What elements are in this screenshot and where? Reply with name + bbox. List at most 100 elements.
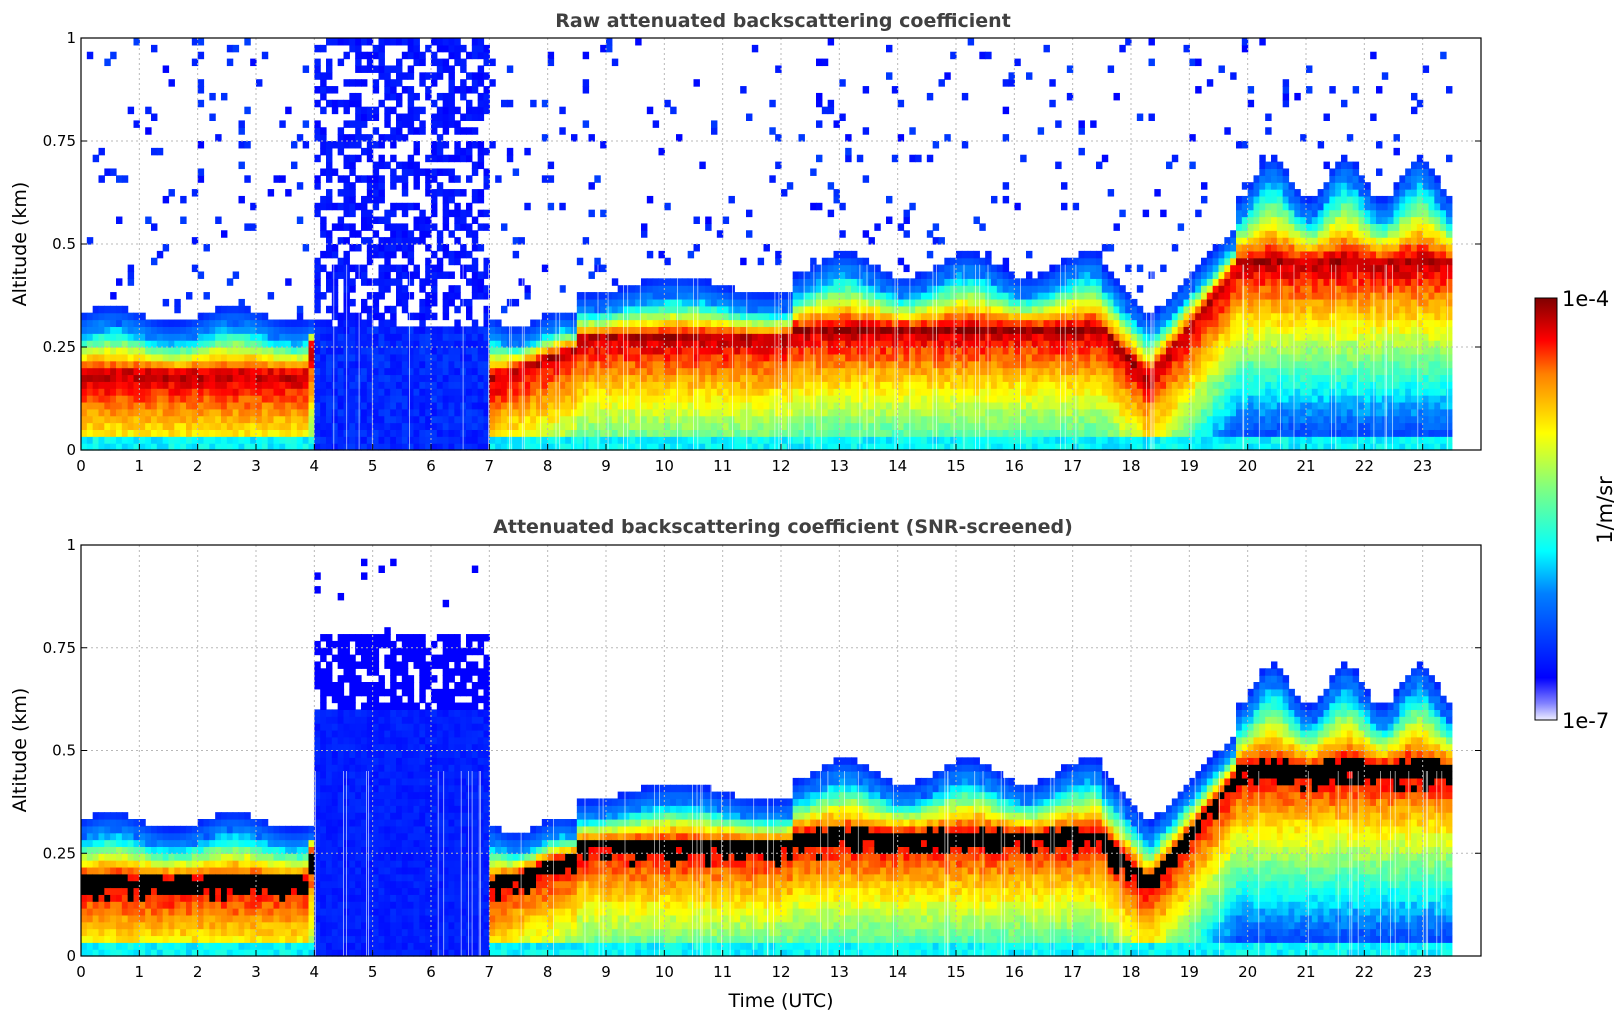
heatmap-cell (868, 292, 875, 300)
heatmap-cell (448, 381, 455, 389)
heatmap-cell (495, 374, 502, 382)
heatmap-cell (483, 106, 490, 115)
heatmap-cell (413, 106, 420, 115)
heatmap-cell (973, 388, 980, 396)
heatmap-cell (769, 175, 776, 183)
heatmap-cell (156, 374, 164, 382)
heatmap-cell (1008, 367, 1015, 376)
heatmap-cell (454, 360, 461, 369)
heatmap-cell (1078, 147, 1085, 156)
heatmap-cell (909, 333, 916, 341)
heatmap-cell (174, 340, 181, 348)
heatmap-cell (436, 333, 444, 341)
heatmap-cell (483, 305, 490, 314)
heatmap-cell (221, 347, 228, 355)
heatmap-cell (1026, 347, 1033, 355)
heatmap-cell (681, 319, 689, 327)
heatmap-cell (296, 182, 304, 190)
heatmap-cell (349, 326, 356, 334)
heatmap-cell (203, 244, 210, 252)
heatmap-cell (98, 175, 105, 183)
heatmap-cell (792, 298, 800, 307)
heatmap-cell (483, 347, 490, 355)
heatmap-cell (874, 319, 881, 327)
heatmap-cell (944, 353, 951, 362)
heatmap-cell (582, 367, 590, 376)
heatmap-cell (687, 381, 695, 389)
heatmap-cell (979, 443, 986, 451)
heatmap-cell (191, 367, 199, 376)
heatmap-cell (524, 326, 531, 334)
heatmap-cell (104, 374, 111, 382)
heatmap-cell (320, 223, 327, 231)
heatmap-cell (483, 401, 490, 410)
heatmap-cell (886, 381, 893, 389)
heatmap-cell (711, 422, 718, 430)
heatmap-cell (425, 305, 432, 314)
heatmap-cell (413, 237, 420, 245)
heatmap-cell (1101, 408, 1109, 417)
heatmap-cell (821, 395, 829, 403)
heatmap-cell (425, 72, 432, 80)
heatmap-cell (559, 347, 566, 355)
heatmap-cell (477, 436, 485, 444)
heatmap-cell (518, 374, 525, 382)
heatmap-cell (1014, 360, 1021, 369)
heatmap-cell (816, 278, 823, 286)
heatmap-cell (582, 340, 590, 348)
heatmap-cell (693, 326, 700, 334)
heatmap-cell (419, 319, 426, 327)
heatmap-cell (116, 175, 123, 183)
heatmap-cell (1043, 436, 1050, 444)
heatmap-cell (541, 436, 549, 444)
heatmap-cell (565, 353, 572, 362)
heatmap-cell (244, 319, 251, 327)
heatmap-cell (845, 340, 852, 348)
heatmap-cell (722, 347, 730, 355)
heatmap-cell (751, 340, 759, 348)
heatmap-cell (98, 381, 105, 389)
heatmap-cell (1101, 381, 1109, 389)
heatmap-cell (833, 271, 840, 279)
heatmap-cell (600, 401, 607, 410)
heatmap-cell (436, 415, 444, 424)
heatmap-cell (1061, 374, 1068, 382)
heatmap-cell (1090, 333, 1097, 341)
heatmap-cell (641, 408, 648, 417)
heatmap-cell (961, 305, 969, 314)
heatmap-cell (559, 374, 566, 382)
heatmap-cell (512, 443, 520, 451)
heatmap-cell (746, 353, 753, 362)
heatmap-cell (950, 292, 957, 300)
heatmap-cell (897, 401, 905, 410)
heatmap-cell (378, 195, 385, 204)
heatmap-cell (471, 367, 479, 376)
heatmap-cell (915, 429, 922, 437)
heatmap-cell (1061, 395, 1068, 403)
heatmap-cell (372, 353, 380, 362)
heatmap-cell (961, 141, 969, 149)
heatmap-cell (757, 401, 765, 410)
heatmap-cell (559, 429, 566, 437)
heatmap-cell (110, 312, 117, 321)
heatmap-cell (629, 360, 636, 369)
heatmap-cell (734, 395, 741, 403)
heatmap-cell (331, 278, 339, 286)
heatmap-cell (495, 422, 502, 430)
heatmap-cell (279, 429, 286, 437)
heatmap-cell (378, 271, 385, 279)
heatmap-cell (553, 353, 560, 362)
heatmap-cell (81, 319, 88, 327)
heatmap-cell (366, 340, 374, 348)
heatmap-cell (151, 326, 158, 334)
heatmap-cell (238, 127, 245, 135)
heatmap-cell (536, 443, 543, 451)
heatmap-cell (874, 264, 881, 273)
heatmap-cell (1084, 429, 1091, 437)
heatmap-cell (1107, 401, 1115, 410)
heatmap-cell (203, 388, 210, 396)
heatmap-cell (425, 189, 432, 197)
heatmap-cell (302, 333, 310, 341)
heatmap-cell (740, 360, 747, 369)
heatmap-cell (396, 92, 403, 101)
